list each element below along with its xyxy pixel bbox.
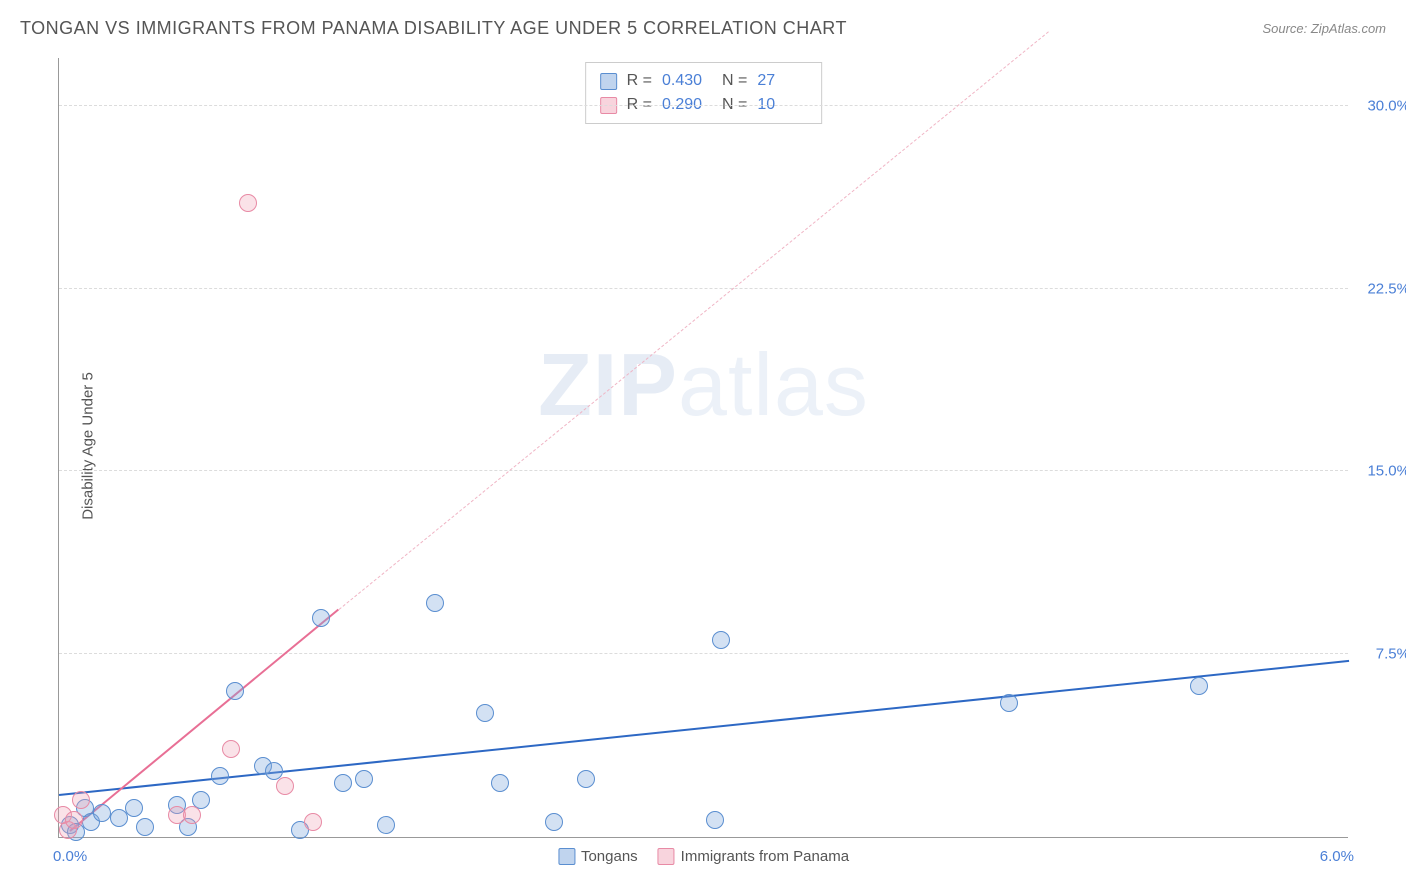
y-tick-label: 22.5% (1367, 280, 1406, 297)
swatch-icon (558, 848, 575, 865)
data-point (304, 813, 322, 831)
data-point (476, 704, 494, 722)
series-legend: Tongans Immigrants from Panama (558, 848, 849, 865)
data-point (136, 818, 154, 836)
data-point (183, 806, 201, 824)
data-point (222, 740, 240, 758)
x-tick-max: 6.0% (1320, 848, 1354, 865)
data-point (577, 770, 595, 788)
correlation-stats-box: R = 0.430 N = 27 R = 0.290 N = 10 (585, 62, 823, 124)
data-point (712, 631, 730, 649)
legend-item-tongans: Tongans (558, 848, 638, 865)
data-point (334, 774, 352, 792)
data-point (65, 811, 83, 829)
y-tick-label: 15.0% (1367, 463, 1406, 480)
gridline (59, 105, 1348, 106)
stats-row-tongans: R = 0.430 N = 27 (600, 69, 808, 93)
chart-title: TONGAN VS IMMIGRANTS FROM PANAMA DISABIL… (20, 18, 847, 39)
data-point (706, 811, 724, 829)
data-point (93, 804, 111, 822)
data-point (426, 594, 444, 612)
data-point (276, 777, 294, 795)
data-point (491, 774, 509, 792)
swatch-icon (600, 73, 617, 90)
gridline (59, 288, 1348, 289)
y-tick-label: 30.0% (1367, 97, 1406, 114)
data-point (72, 791, 90, 809)
data-point (1000, 694, 1018, 712)
legend-item-panama: Immigrants from Panama (658, 848, 849, 865)
gridline (59, 653, 1348, 654)
data-point (545, 813, 563, 831)
data-point (125, 799, 143, 817)
y-tick-label: 7.5% (1376, 646, 1406, 663)
watermark: ZIPatlas (538, 334, 869, 436)
x-tick-min: 0.0% (53, 848, 87, 865)
data-point (312, 609, 330, 627)
source-attribution: Source: ZipAtlas.com (1262, 21, 1386, 36)
scatter-plot-area: ZIPatlas R = 0.430 N = 27 R = 0.290 N = … (58, 58, 1348, 838)
swatch-icon (658, 848, 675, 865)
gridline (59, 470, 1348, 471)
data-point (211, 767, 229, 785)
data-point (226, 682, 244, 700)
data-point (239, 194, 257, 212)
data-point (355, 770, 373, 788)
data-point (1190, 677, 1208, 695)
data-point (377, 816, 395, 834)
